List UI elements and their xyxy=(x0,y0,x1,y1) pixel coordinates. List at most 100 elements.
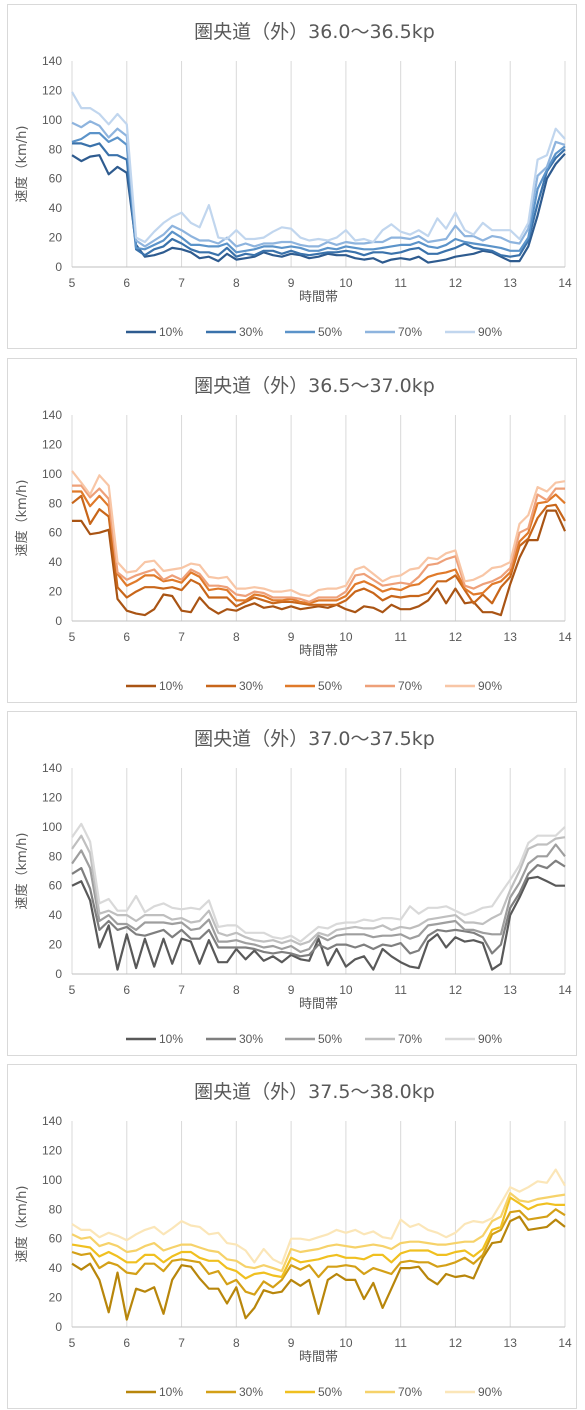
x-tick-label: 9 xyxy=(288,630,295,644)
x-tick-label: 8 xyxy=(233,1336,240,1350)
y-tick-label: 0 xyxy=(55,1320,62,1334)
series-line-30pct xyxy=(71,1208,566,1296)
legend-item-50pct: 50% xyxy=(285,1032,342,1046)
y-axis-label: 速度（km/h) xyxy=(14,833,30,910)
x-tick-label: 8 xyxy=(233,630,240,644)
y-tick-label: 120 xyxy=(42,790,62,804)
legend-item-30pct: 30% xyxy=(206,679,263,693)
legend-label: 10% xyxy=(159,325,183,339)
x-tick-label: 8 xyxy=(233,276,240,290)
y-tick-label: 80 xyxy=(49,849,63,863)
series-line-90pct xyxy=(71,1168,566,1265)
y-tick-label: 140 xyxy=(42,54,62,68)
y-tick-label: 120 xyxy=(42,437,62,451)
legend-item-90pct: 90% xyxy=(445,325,502,339)
x-tick-label: 9 xyxy=(288,983,295,997)
chart-title: 圏央道（外）37.0～37.5kp xyxy=(194,728,435,750)
x-axis-label: 時間帯 xyxy=(299,997,338,1012)
y-tick-label: 20 xyxy=(49,938,63,952)
y-tick-label: 40 xyxy=(49,555,63,569)
series-line-90pct xyxy=(71,822,566,943)
series-line-90pct xyxy=(71,470,566,598)
series-line-50pct xyxy=(71,132,566,254)
series-line-30pct xyxy=(71,494,566,608)
series-line-70pct xyxy=(71,120,566,248)
series-line-70pct xyxy=(71,834,566,946)
legend-item-50pct: 50% xyxy=(285,325,342,339)
series-line-70pct xyxy=(71,1192,566,1273)
legend-item-50pct: 50% xyxy=(285,1385,342,1399)
x-tick-label: 10 xyxy=(339,630,353,644)
y-tick-label: 60 xyxy=(49,879,63,893)
chart-title: 圏央道（外）37.5～38.0kp xyxy=(194,1081,435,1103)
legend-item-90pct: 90% xyxy=(445,1385,502,1399)
legend-label: 70% xyxy=(398,679,422,693)
x-tick-label: 12 xyxy=(449,1336,463,1350)
legend-item-10pct: 10% xyxy=(126,325,183,339)
x-tick-label: 9 xyxy=(288,276,295,290)
x-tick-label: 11 xyxy=(394,630,407,644)
y-tick-label: 20 xyxy=(49,585,63,599)
chart-title: 圏央道（外）36.5～37.0kp xyxy=(194,375,435,397)
chart-title: 圏央道（外）36.0～36.5kp xyxy=(194,21,435,43)
legend-label: 10% xyxy=(159,679,183,693)
y-axis-label: 速度（km/h) xyxy=(14,480,30,557)
legend-item-90pct: 90% xyxy=(445,1032,502,1046)
legend-item-30pct: 30% xyxy=(206,325,263,339)
series-line-10pct xyxy=(71,152,566,264)
legend-label: 90% xyxy=(478,679,502,693)
legend-item-30pct: 30% xyxy=(206,1032,263,1046)
series-line-10pct xyxy=(72,509,567,617)
y-tick-label: 140 xyxy=(42,408,62,422)
y-tick-label: 80 xyxy=(49,496,63,510)
legend-label: 90% xyxy=(478,325,502,339)
series-line-10pct xyxy=(71,875,565,971)
x-tick-label: 14 xyxy=(558,983,572,997)
legend-label: 50% xyxy=(318,679,342,693)
y-tick-label: 120 xyxy=(42,1143,62,1157)
x-tick-label: 10 xyxy=(339,276,353,290)
x-tick-label: 12 xyxy=(449,630,463,644)
x-tick-label: 13 xyxy=(504,630,518,644)
series-line-10pct xyxy=(71,1215,566,1321)
legend-item-30pct: 30% xyxy=(206,1385,263,1399)
series-line-30pct xyxy=(72,142,566,258)
x-tick-label: 12 xyxy=(449,983,463,997)
x-tick-label: 14 xyxy=(558,630,572,644)
x-tick-label: 11 xyxy=(394,276,407,290)
x-tick-label: 7 xyxy=(178,630,185,644)
series-line-50pct xyxy=(71,1196,565,1280)
legend-label: 30% xyxy=(239,679,263,693)
chart-panel-4: 圏央道（外）37.5～38.0kp 5 6 7 8 9 10 11 12 13 14 0 20 40 60 8… xyxy=(7,1064,577,1409)
x-tick-label: 8 xyxy=(233,983,240,997)
legend-label: 30% xyxy=(239,1032,263,1046)
x-tick-label: 13 xyxy=(504,276,518,290)
chart-panel-3: 圏央道（外）37.0～37.5kp 5 6 7 8 9 10 11 12 13 14 0 20 40 60 8… xyxy=(7,711,577,1056)
legend-item-70pct: 70% xyxy=(365,679,422,693)
legend-item-10pct: 10% xyxy=(126,679,183,693)
y-tick-label: 80 xyxy=(49,1202,63,1216)
x-axis-label: 時間帯 xyxy=(299,290,338,305)
series-line-50pct xyxy=(71,843,566,953)
x-axis-label: 時間帯 xyxy=(299,1350,338,1365)
x-tick-label: 6 xyxy=(123,276,130,290)
y-tick-label: 120 xyxy=(42,83,62,97)
legend-label: 50% xyxy=(318,1032,342,1046)
legend-label: 90% xyxy=(478,1385,502,1399)
y-tick-label: 20 xyxy=(49,231,63,245)
x-tick-label: 10 xyxy=(339,983,353,997)
y-tick-label: 140 xyxy=(42,761,62,775)
legend-label: 30% xyxy=(239,325,263,339)
legend-item-50pct: 50% xyxy=(285,679,342,693)
y-tick-label: 0 xyxy=(55,614,62,628)
legend-item-70pct: 70% xyxy=(365,1032,422,1046)
y-tick-label: 100 xyxy=(42,820,62,834)
x-tick-label: 14 xyxy=(558,1336,572,1350)
legend-label: 10% xyxy=(159,1032,183,1046)
x-tick-label: 6 xyxy=(123,630,130,644)
y-tick-label: 100 xyxy=(42,113,62,127)
y-tick-label: 140 xyxy=(42,1114,62,1128)
